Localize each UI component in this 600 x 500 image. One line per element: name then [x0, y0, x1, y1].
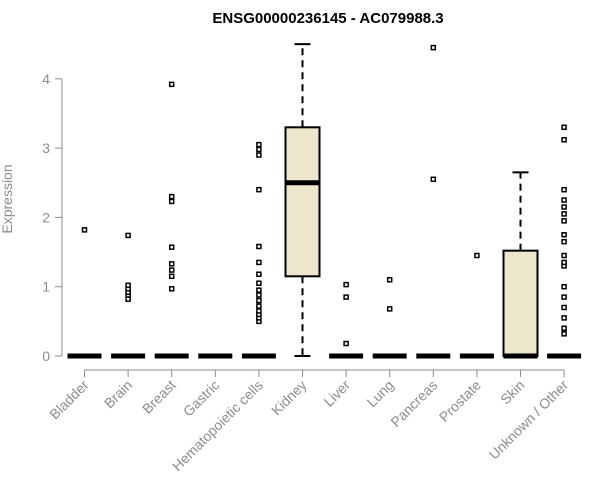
outlier-point — [256, 146, 262, 153]
outlier-point — [256, 186, 262, 193]
outlier-point — [256, 141, 262, 148]
outlier-point — [256, 259, 262, 266]
outlier-point — [561, 304, 567, 311]
outlier-point — [561, 252, 567, 259]
x-tick-label: Brain — [101, 377, 135, 411]
outlier-point — [386, 277, 393, 283]
y-tick-label: 4 — [42, 71, 50, 87]
x-tick-label: Unknown / Other — [486, 377, 572, 463]
chart-title: ENSG00000236145 - AC079988.3 — [212, 10, 443, 27]
outlier-point — [256, 152, 262, 158]
outlier-point — [168, 81, 175, 88]
box-iqr — [502, 249, 539, 357]
y-tick-label: 2 — [42, 209, 50, 225]
outlier-point — [168, 261, 175, 267]
outlier-point — [256, 292, 262, 298]
outlier-point — [81, 227, 88, 233]
x-tick-label: Pancreas — [387, 377, 440, 430]
outlier-point — [561, 204, 567, 210]
outlier-point — [256, 280, 262, 286]
outlier-point — [430, 176, 437, 183]
x-tick-label: Lung — [363, 377, 396, 410]
outlier-point — [125, 232, 131, 239]
x-tick-label: Skin — [497, 377, 528, 408]
x-tick-label: Kidney — [268, 377, 310, 419]
x-tick-label: Bladder — [46, 377, 92, 423]
outlier-point — [256, 308, 262, 314]
outlier-point — [561, 259, 567, 266]
outlier-point — [256, 243, 262, 250]
outlier-point — [561, 294, 567, 300]
outlier-point — [168, 267, 175, 273]
outlier-point — [256, 287, 262, 293]
outlier-point — [561, 325, 567, 332]
outlier-point — [386, 306, 393, 312]
outlier-point — [256, 297, 262, 304]
outlier-point — [168, 286, 175, 292]
y-axis-label: Expression — [0, 164, 15, 233]
outlier-point — [561, 315, 567, 321]
outlier-point — [125, 282, 131, 289]
outlier-point — [561, 211, 567, 217]
outlier-point — [561, 197, 567, 203]
x-tick-label: Liver — [320, 377, 353, 410]
outlier-point — [168, 244, 175, 250]
outlier-point — [561, 231, 567, 238]
outlier-point — [125, 296, 131, 302]
outlier-point — [168, 198, 175, 205]
outlier-point — [474, 252, 480, 259]
outlier-point — [168, 273, 175, 280]
x-tick-label: Breast — [139, 377, 179, 417]
outlier-point — [561, 186, 567, 193]
y-tick-label: 1 — [42, 279, 50, 295]
outlier-point — [343, 340, 349, 347]
x-tick-label: Gastric — [180, 377, 223, 420]
outlier-point — [168, 193, 175, 200]
box-iqr — [284, 126, 321, 278]
y-tick-label: 3 — [42, 140, 50, 156]
outlier-point — [561, 283, 567, 290]
outlier-point — [561, 218, 567, 224]
outlier-point — [343, 294, 349, 300]
outlier-point — [256, 271, 262, 277]
outlier-point — [561, 331, 567, 337]
outlier-point — [561, 238, 567, 245]
outlier-point — [430, 44, 437, 51]
outlier-point — [561, 124, 567, 131]
outlier-point — [256, 303, 262, 309]
outlier-point — [343, 281, 349, 288]
x-tick-label: Prostate — [436, 377, 484, 425]
outlier-point — [561, 137, 567, 143]
y-tick-label: 0 — [42, 348, 50, 364]
